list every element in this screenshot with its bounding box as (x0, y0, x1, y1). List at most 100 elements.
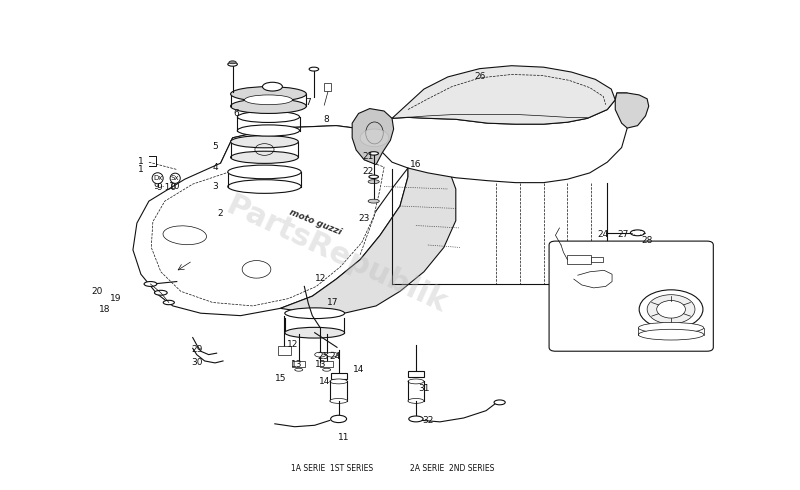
Polygon shape (382, 93, 627, 183)
Circle shape (639, 290, 703, 329)
Ellipse shape (409, 416, 423, 422)
Text: 13: 13 (290, 360, 302, 369)
Polygon shape (281, 143, 456, 313)
Text: 24: 24 (329, 352, 340, 361)
Text: 14: 14 (318, 377, 330, 386)
Text: 1A SERIE  1ST SERIES: 1A SERIE 1ST SERIES (291, 464, 374, 473)
Ellipse shape (330, 398, 347, 403)
Polygon shape (615, 93, 649, 128)
Bar (591, 257, 603, 262)
Ellipse shape (408, 379, 424, 384)
Text: 28: 28 (642, 236, 653, 245)
Polygon shape (392, 66, 615, 124)
Text: 25: 25 (317, 352, 328, 361)
Bar (408, 371, 424, 376)
Ellipse shape (230, 99, 306, 114)
Circle shape (657, 300, 686, 318)
Ellipse shape (154, 290, 167, 295)
Text: 22: 22 (362, 168, 374, 176)
Ellipse shape (368, 199, 379, 203)
Ellipse shape (494, 400, 506, 405)
Ellipse shape (314, 352, 326, 357)
Text: 9: 9 (153, 182, 159, 191)
Ellipse shape (638, 322, 704, 333)
Text: 17: 17 (326, 297, 338, 307)
Text: 15: 15 (274, 374, 286, 384)
Text: 23: 23 (358, 214, 370, 222)
Polygon shape (221, 125, 408, 172)
Circle shape (647, 294, 695, 324)
Text: 29: 29 (191, 345, 202, 354)
Text: 8: 8 (324, 115, 330, 124)
Ellipse shape (230, 136, 298, 148)
Polygon shape (133, 125, 408, 316)
Text: 26: 26 (474, 73, 486, 81)
Ellipse shape (238, 125, 299, 136)
Ellipse shape (285, 327, 345, 338)
Ellipse shape (330, 379, 347, 384)
Bar (292, 361, 305, 367)
Polygon shape (352, 109, 394, 165)
Ellipse shape (228, 165, 301, 179)
Text: 20: 20 (91, 287, 102, 296)
Bar (567, 255, 591, 265)
Ellipse shape (309, 67, 318, 71)
Text: 10: 10 (170, 182, 181, 191)
Ellipse shape (330, 416, 346, 422)
Ellipse shape (238, 111, 299, 122)
Bar (330, 373, 346, 379)
Text: 9·10: 9·10 (156, 183, 177, 192)
Ellipse shape (368, 180, 379, 184)
Text: PartsRepublik: PartsRepublik (222, 191, 451, 318)
Ellipse shape (144, 282, 157, 287)
Ellipse shape (228, 180, 301, 194)
Ellipse shape (294, 368, 302, 371)
Text: 19: 19 (110, 294, 121, 303)
Ellipse shape (229, 61, 236, 64)
Text: Sx: Sx (171, 175, 179, 181)
Ellipse shape (326, 352, 338, 357)
FancyBboxPatch shape (549, 241, 714, 351)
Ellipse shape (245, 95, 292, 105)
Ellipse shape (163, 300, 174, 305)
Text: 1: 1 (138, 165, 144, 174)
Text: 2: 2 (218, 209, 223, 218)
Ellipse shape (369, 175, 378, 178)
Text: 32: 32 (422, 416, 434, 425)
Ellipse shape (630, 230, 645, 236)
Text: 12: 12 (314, 273, 326, 283)
Ellipse shape (230, 151, 298, 163)
Bar (320, 361, 333, 367)
Ellipse shape (408, 398, 424, 403)
Ellipse shape (369, 152, 378, 155)
Text: 11: 11 (338, 433, 350, 442)
Text: 31: 31 (418, 384, 430, 393)
Text: Dx: Dx (153, 175, 162, 181)
Text: moto guzzi: moto guzzi (288, 208, 343, 237)
Text: 27: 27 (618, 230, 629, 239)
Ellipse shape (262, 82, 282, 91)
Bar (324, 83, 330, 91)
Text: 3: 3 (212, 182, 218, 191)
Ellipse shape (638, 329, 704, 340)
Text: 4: 4 (212, 163, 218, 172)
Text: 14: 14 (353, 365, 364, 374)
Text: 16: 16 (410, 160, 422, 169)
Text: 18: 18 (99, 305, 110, 314)
Bar (278, 346, 290, 355)
Ellipse shape (322, 368, 330, 371)
Ellipse shape (228, 62, 238, 66)
Circle shape (360, 129, 389, 147)
Text: 5: 5 (212, 142, 218, 150)
Text: 12: 12 (286, 341, 298, 349)
Text: 30: 30 (191, 358, 202, 368)
Text: 24: 24 (598, 230, 609, 239)
Ellipse shape (285, 308, 345, 319)
Text: 2A SERIE  2ND SERIES: 2A SERIE 2ND SERIES (410, 464, 494, 473)
Ellipse shape (230, 87, 306, 101)
Text: 7: 7 (306, 98, 311, 107)
Text: 1: 1 (138, 157, 144, 166)
Text: 6: 6 (234, 109, 239, 118)
Text: 21: 21 (362, 152, 374, 161)
Text: 13: 13 (314, 360, 326, 369)
